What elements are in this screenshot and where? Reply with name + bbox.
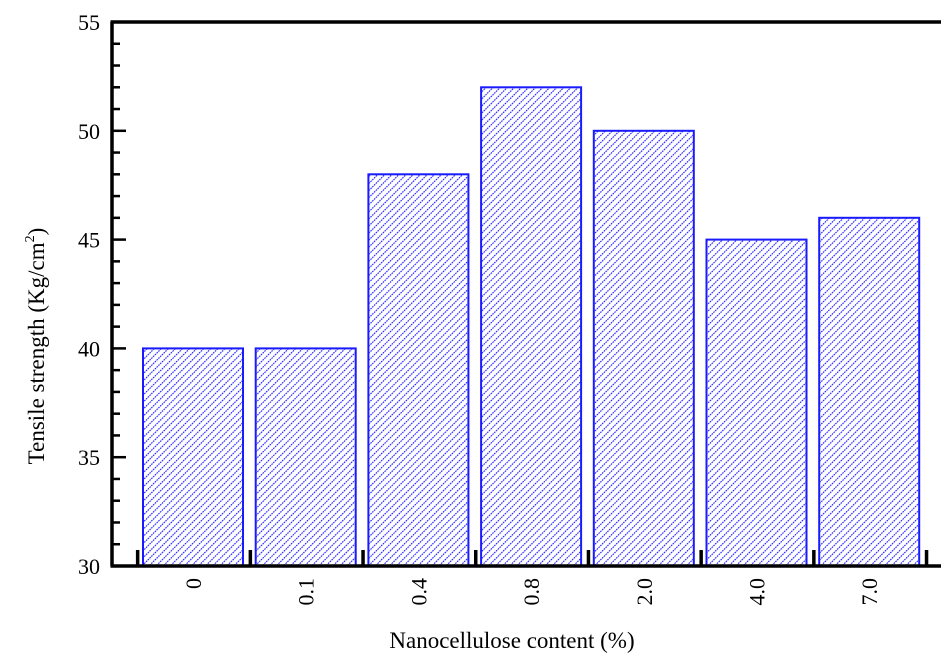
- bar-2.0: [592, 129, 695, 568]
- bar-0.1: [254, 347, 357, 567]
- bars-layer: [142, 86, 921, 568]
- x-tick-label: 0.4: [406, 578, 431, 606]
- x-tick-label: 4.0: [745, 578, 770, 606]
- x-tick-label: 7.0: [857, 578, 882, 606]
- bar-4.0: [705, 238, 808, 567]
- x-axis-title: Nanocellulose content (%): [389, 628, 634, 653]
- y-tick-label: 30: [78, 554, 100, 579]
- y-axis-title-sup: 2: [23, 235, 38, 242]
- y-ticks: 30 35 40 45 50 55: [78, 10, 126, 579]
- bar-0: [142, 347, 244, 567]
- y-tick-label: 40: [78, 336, 100, 361]
- x-tick-label: 0.8: [519, 578, 544, 606]
- y-tick-label: 45: [78, 228, 100, 253]
- y-axis-title-main: Tensile strength (Kg/cm: [24, 242, 49, 464]
- y-tick-label: 55: [78, 10, 100, 35]
- bar-7.0: [818, 216, 921, 568]
- y-axis-title-close: ): [24, 228, 49, 236]
- bar-0.4: [367, 173, 470, 568]
- y-axis-title: Tensile strength (Kg/cm2): [23, 228, 49, 465]
- x-tick-label: 0.1: [294, 578, 319, 606]
- y-tick-label: 35: [78, 445, 100, 470]
- x-tick-label: 2.0: [632, 578, 657, 606]
- bar-0.8: [480, 86, 583, 568]
- x-tick-label: 0: [181, 578, 206, 589]
- x-ticks: 0 0.1 0.4 0.8 2.0 4.0 7.0: [135, 550, 929, 606]
- y-tick-label: 50: [78, 119, 100, 144]
